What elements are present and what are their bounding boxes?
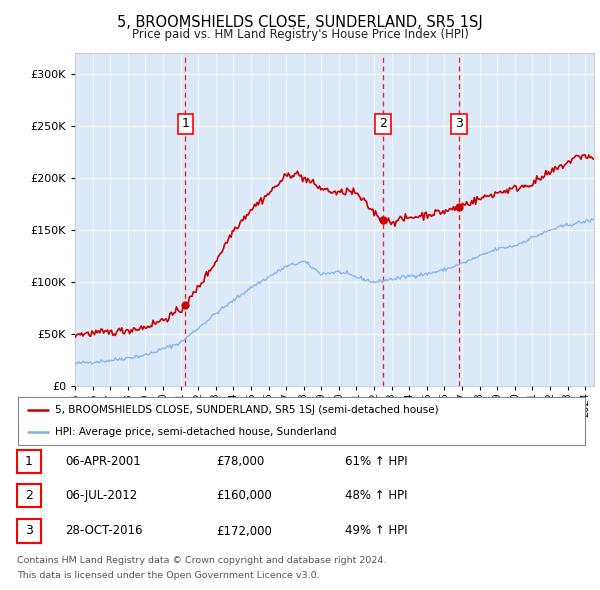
Text: 3: 3 — [455, 117, 463, 130]
Text: £160,000: £160,000 — [216, 489, 272, 502]
Text: This data is licensed under the Open Government Licence v3.0.: This data is licensed under the Open Gov… — [17, 571, 319, 580]
Text: 3: 3 — [25, 525, 33, 537]
Text: 48% ↑ HPI: 48% ↑ HPI — [345, 489, 407, 502]
Text: 06-APR-2001: 06-APR-2001 — [65, 455, 140, 468]
Text: Price paid vs. HM Land Registry's House Price Index (HPI): Price paid vs. HM Land Registry's House … — [131, 28, 469, 41]
Text: 49% ↑ HPI: 49% ↑ HPI — [345, 525, 407, 537]
Text: 1: 1 — [25, 455, 33, 468]
Text: HPI: Average price, semi-detached house, Sunderland: HPI: Average price, semi-detached house,… — [55, 427, 337, 437]
Text: 61% ↑ HPI: 61% ↑ HPI — [345, 455, 407, 468]
Text: £78,000: £78,000 — [216, 455, 264, 468]
Text: 28-OCT-2016: 28-OCT-2016 — [65, 525, 142, 537]
Text: 06-JUL-2012: 06-JUL-2012 — [65, 489, 137, 502]
Text: 5, BROOMSHIELDS CLOSE, SUNDERLAND, SR5 1SJ (semi-detached house): 5, BROOMSHIELDS CLOSE, SUNDERLAND, SR5 1… — [55, 405, 439, 415]
Text: 2: 2 — [25, 489, 33, 502]
Text: Contains HM Land Registry data © Crown copyright and database right 2024.: Contains HM Land Registry data © Crown c… — [17, 556, 386, 565]
Text: 2: 2 — [379, 117, 387, 130]
Text: 5, BROOMSHIELDS CLOSE, SUNDERLAND, SR5 1SJ: 5, BROOMSHIELDS CLOSE, SUNDERLAND, SR5 1… — [117, 15, 483, 30]
Text: £172,000: £172,000 — [216, 525, 272, 537]
Text: 1: 1 — [181, 117, 189, 130]
